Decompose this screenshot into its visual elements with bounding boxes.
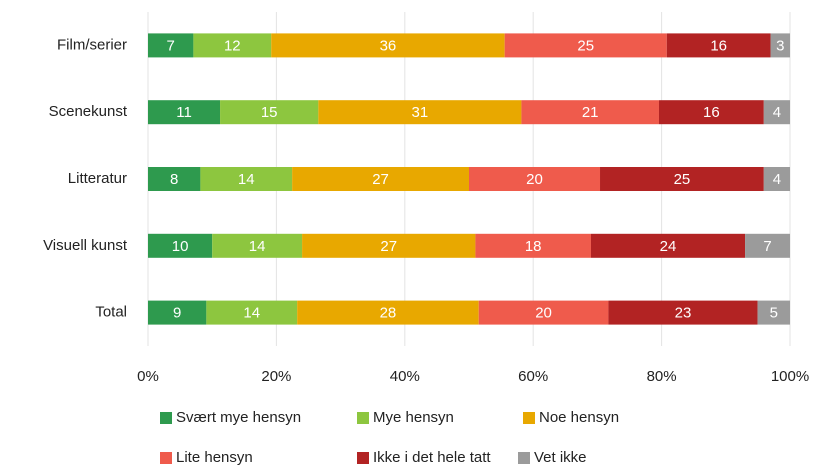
x-tick-label: 80% [647,368,677,385]
bar-segment [757,300,790,325]
bar-segment [318,100,522,125]
value-label: 4 [773,171,781,188]
value-label: 28 [380,305,397,322]
value-label: 20 [526,171,543,188]
bar-segment [148,33,194,58]
value-label: 31 [412,104,429,121]
bar-segment [148,233,213,258]
bar-segment [302,233,476,258]
legend-label: Vet ikke [534,449,587,466]
value-label: 10 [172,238,189,255]
legend-label: Svært mye hensyn [176,409,301,426]
y-tick-label: Scenekunst [49,103,128,120]
value-label: 8 [170,171,178,188]
value-label: 7 [167,37,175,54]
bar-segment [148,300,207,325]
bar-segment [745,233,790,258]
bar-segment [297,300,479,325]
value-label: 4 [773,104,781,121]
value-label: 16 [710,37,727,54]
value-label: 25 [577,37,594,54]
bar-segment [590,233,746,258]
value-label: 12 [224,37,241,54]
bar-segment [763,100,790,125]
value-label: 27 [380,238,397,255]
bar-segment [148,167,201,191]
bar-segment [271,33,505,58]
value-label: 14 [249,238,266,255]
bar-segment [666,33,771,58]
legend-label: Lite hensyn [176,449,253,466]
bar-segment [521,100,659,125]
legend-swatch [160,412,172,424]
value-label: 25 [674,171,691,188]
legend-label: Ikke i det hele tatt [373,449,491,466]
bar-segment [220,100,319,125]
value-label: 20 [535,305,552,322]
bar-segment [658,100,764,125]
value-label: 7 [763,238,771,255]
bar-segment [475,233,591,258]
legend-swatch [518,452,530,464]
bar-segment [600,167,764,191]
value-label: 27 [372,171,389,188]
legend-swatch [357,412,369,424]
value-label: 24 [660,238,677,255]
bar-segment [148,100,221,125]
y-tick-label: Visuell kunst [43,237,128,254]
y-tick-label: Litteratur [68,170,127,187]
bar-segment [478,300,609,325]
bar-segment [292,167,469,191]
legend-label: Noe hensyn [539,409,619,426]
y-tick-label: Total [95,304,127,321]
value-label: 5 [770,305,778,322]
legend-label: Mye hensyn [373,409,454,426]
value-label: 15 [261,104,278,121]
value-label: 36 [380,37,397,54]
value-label: 23 [675,305,692,322]
value-label: 21 [582,104,599,121]
legend-swatch [357,452,369,464]
x-tick-label: 100% [771,368,809,385]
x-tick-label: 20% [261,368,291,385]
value-label: 16 [703,104,720,121]
value-label: 14 [243,305,260,322]
value-label: 9 [173,305,181,322]
bar-segment [763,167,790,191]
bar-segment [504,33,667,58]
x-tick-label: 40% [390,368,420,385]
value-label: 11 [176,104,192,121]
legend-swatch [160,452,172,464]
legend-swatch [523,412,535,424]
x-tick-label: 0% [137,368,159,385]
bar-segment [200,167,293,191]
y-tick-label: Film/serier [57,36,127,53]
value-label: 14 [238,171,255,188]
bar-segment [469,167,601,191]
bar-segment [206,300,298,325]
bar-segment [193,33,272,58]
x-tick-label: 60% [518,368,548,385]
value-label: 3 [776,37,784,54]
bar-segment [608,300,758,325]
value-label: 18 [525,238,542,255]
bar-segment [770,33,790,58]
bar-segment [212,233,303,258]
